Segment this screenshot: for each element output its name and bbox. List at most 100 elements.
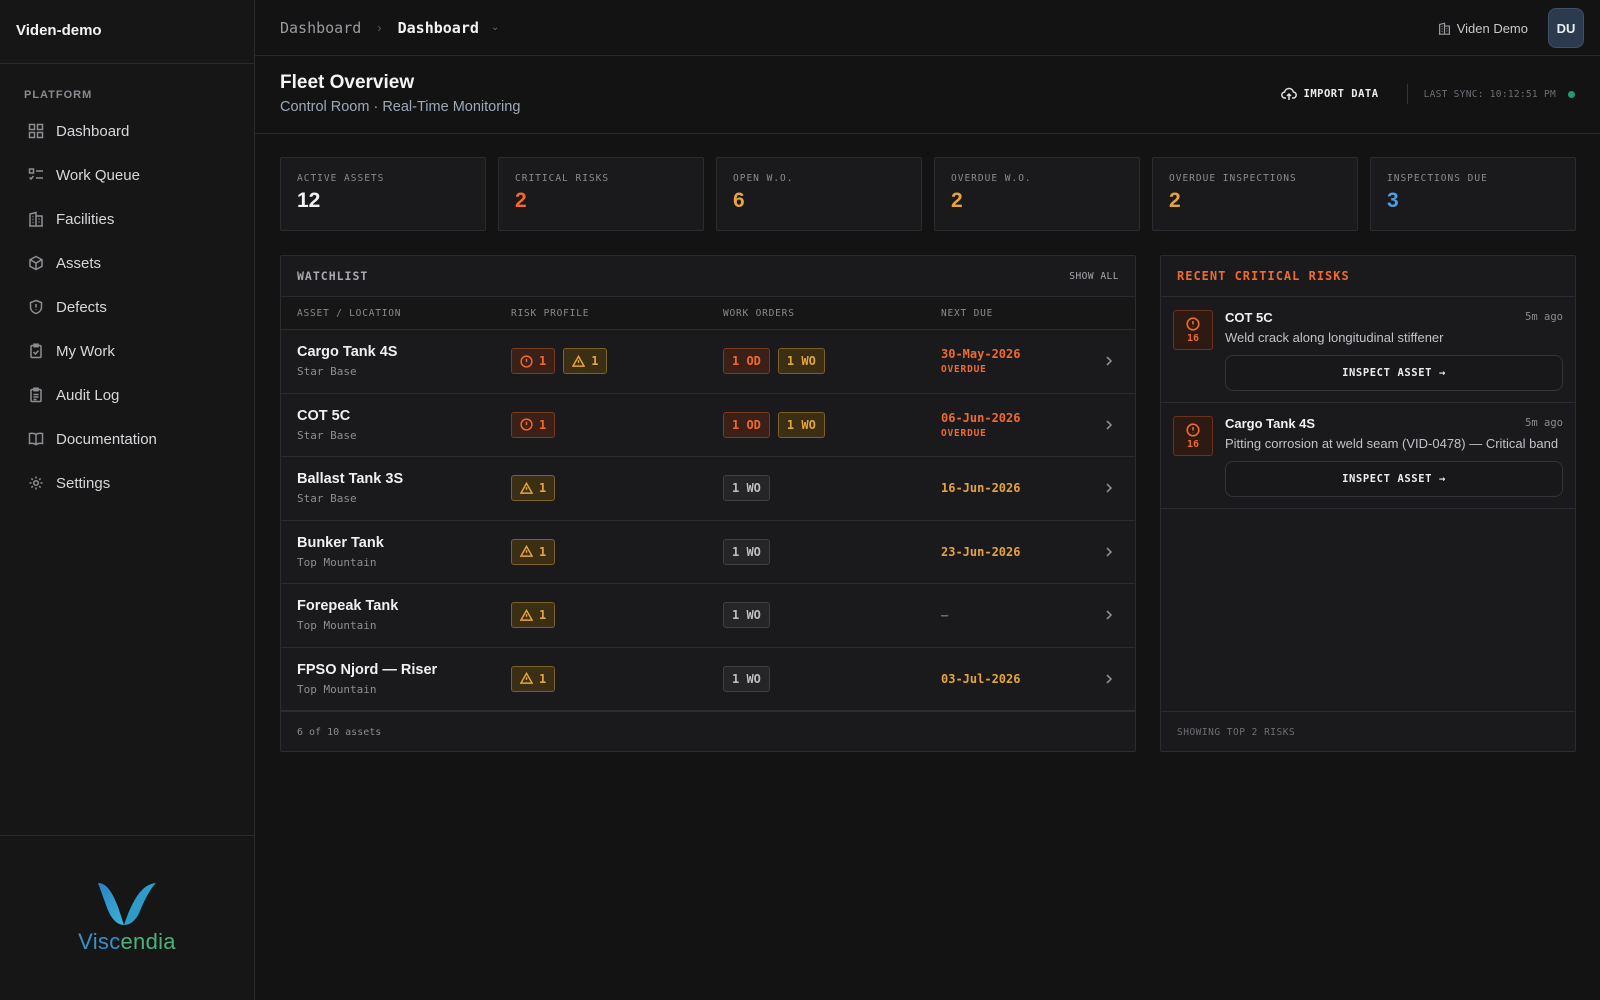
- overdue-wo-badge: 1 OD: [723, 411, 770, 438]
- organization-switcher[interactable]: Viden Demo: [1438, 21, 1528, 36]
- asset-name: Bunker Tank: [297, 534, 384, 551]
- column-header-asset[interactable]: ASSET / LOCATION: [297, 307, 402, 319]
- gear-icon: [29, 476, 43, 490]
- risk-description: Pitting corrosion at weld seam (VID-0478…: [1225, 436, 1559, 451]
- kpi-label: OVERDUE INSPECTIONS: [1169, 173, 1297, 184]
- warning-triangle-icon: [520, 672, 533, 685]
- sidebar-item-label: Dashboard: [56, 122, 130, 140]
- chevron-right-icon[interactable]: [1103, 394, 1115, 457]
- cloud-upload-icon: [1280, 87, 1297, 100]
- asset-location: Top Mountain: [297, 555, 377, 569]
- asset-location: Star Base: [297, 365, 357, 379]
- sidebar-item-dashboard[interactable]: Dashboard: [0, 109, 254, 153]
- work-order-badge: 1 WO: [777, 411, 825, 438]
- chevron-right-icon: ›: [377, 20, 382, 35]
- warning-risk-badge: 1: [563, 348, 608, 375]
- chevron-down-icon[interactable]: ⌄: [490, 22, 500, 33]
- risk-timestamp: 5m ago: [1525, 311, 1563, 323]
- watchlist-title: WATCHLIST: [297, 269, 369, 283]
- show-all-link[interactable]: SHOW ALL: [1069, 270, 1119, 282]
- kpi-cards: ACTIVE ASSETS 12 CRITICAL RISKS 2 OPEN W…: [280, 157, 1576, 231]
- sidebar: Viden-demo PLATFORM Dashboard Work Queue…: [0, 0, 255, 1000]
- breadcrumb-dashboard[interactable]: Dashboard: [280, 18, 362, 37]
- sidebar-item-label: Assets: [56, 254, 102, 272]
- table-row[interactable]: Cargo Tank 4S Star Base 1 1 1 OD 1 WO 30-…: [281, 330, 1135, 394]
- kpi-card-overdue-wo[interactable]: OVERDUE W.O. 2: [934, 157, 1140, 231]
- chevron-right-icon[interactable]: [1103, 584, 1115, 647]
- kpi-card-inspections-due[interactable]: INSPECTIONS DUE 3: [1370, 157, 1576, 231]
- table-row[interactable]: FPSO Njord — Riser Top Mountain 1 1 WO 03…: [281, 648, 1135, 711]
- asset-name: Cargo Tank 4S: [297, 344, 398, 361]
- sync-status-indicator: [1568, 90, 1575, 98]
- sidebar-item-documentation[interactable]: Documentation: [0, 417, 254, 461]
- chevron-right-icon[interactable]: [1103, 521, 1115, 584]
- sidebar-item-assets[interactable]: Assets: [0, 241, 254, 285]
- chevron-right-icon[interactable]: [1103, 648, 1115, 711]
- next-due-date: —: [941, 608, 949, 623]
- asset-name: Forepeak Tank: [297, 598, 399, 615]
- risk-asset-name: Cargo Tank 4S: [1225, 416, 1316, 431]
- sidebar-item-label: Audit Log: [56, 386, 120, 404]
- risks-title: RECENT CRITICAL RISKS: [1161, 256, 1575, 297]
- inspect-asset-button[interactable]: INSPECT ASSET →: [1225, 355, 1563, 391]
- table-row[interactable]: Ballast Tank 3S Star Base 1 1 WO 16-Jun-2…: [281, 457, 1135, 521]
- asset-location: Star Base: [297, 428, 357, 442]
- sidebar-item-work-queue[interactable]: Work Queue: [0, 153, 254, 197]
- column-header-risk[interactable]: RISK PROFILE: [511, 307, 590, 319]
- watchlist-footer: 6 of 10 assets: [281, 711, 1135, 751]
- warning-risk-badge: 1: [511, 665, 556, 692]
- sidebar-item-audit-log[interactable]: Audit Log: [0, 373, 254, 417]
- overdue-wo-badge: 1 OD: [723, 348, 770, 375]
- breadcrumb-current[interactable]: Dashboard: [397, 18, 479, 37]
- work-order-badge: 1 WO: [723, 475, 770, 502]
- sidebar-nav: Dashboard Work Queue Facilities Assets D…: [0, 109, 254, 505]
- last-sync-time: LAST SYNC: 10:12:51 PM: [1423, 88, 1556, 100]
- kpi-card-open-wo[interactable]: OPEN W.O. 6: [716, 157, 922, 231]
- kpi-card-active-assets[interactable]: ACTIVE ASSETS 12: [280, 157, 486, 231]
- risk-score: 16: [1186, 332, 1200, 344]
- book-icon: [28, 432, 44, 446]
- kpi-value: 2: [951, 189, 963, 212]
- sidebar-item-facilities[interactable]: Facilities: [0, 197, 254, 241]
- warning-risk-badge: 1: [511, 475, 556, 502]
- column-header-next-due[interactable]: NEXT DUE: [941, 307, 994, 319]
- warning-triangle-icon: [572, 354, 586, 367]
- next-due-date: 16-Jun-2026: [941, 481, 1021, 496]
- workspace-name[interactable]: Viden-demo: [0, 0, 254, 64]
- kpi-label: OVERDUE W.O.: [951, 173, 1032, 184]
- risk-description: Weld crack along longitudinal stiffener: [1225, 330, 1444, 345]
- kpi-card-overdue-inspections[interactable]: OVERDUE INSPECTIONS 2: [1152, 157, 1358, 231]
- table-row[interactable]: COT 5C Star Base 1 1 OD 1 WO 06-Jun-2026 O…: [281, 394, 1135, 457]
- alert-circle-icon: [1186, 422, 1200, 437]
- next-due-date: 03-Jul-2026: [941, 671, 1021, 686]
- kpi-label: ACTIVE ASSETS: [297, 173, 385, 184]
- sidebar-item-settings[interactable]: Settings: [0, 461, 254, 505]
- next-due-date: 30-May-2026: [941, 347, 1021, 362]
- asset-name: COT 5C: [297, 407, 351, 424]
- asset-location: Star Base: [297, 492, 357, 506]
- chevron-right-icon[interactable]: [1103, 330, 1115, 393]
- work-order-badge: 1 WO: [723, 538, 770, 565]
- inspect-asset-button[interactable]: INSPECT ASSET →: [1225, 461, 1563, 497]
- sidebar-item-defects[interactable]: Defects: [0, 285, 254, 329]
- user-avatar[interactable]: DU: [1548, 8, 1584, 48]
- import-data-button[interactable]: IMPORT DATA: [1280, 86, 1379, 102]
- risk-score-badge: 16: [1173, 416, 1213, 456]
- asset-name: Ballast Tank 3S: [297, 471, 404, 488]
- logo-wordmark: Viscendia: [78, 929, 176, 954]
- table-row[interactable]: Bunker Tank Top Mountain 1 1 WO 23-Jun-20…: [281, 521, 1135, 584]
- warning-risk-badge: 1: [511, 602, 556, 629]
- column-header-work-orders[interactable]: WORK ORDERS: [723, 307, 795, 319]
- kpi-card-critical-risks[interactable]: CRITICAL RISKS 2: [498, 157, 704, 231]
- divider: [1406, 84, 1408, 104]
- risk-item: 16 COT 5C 5m ago Weld crack along longit…: [1161, 297, 1575, 403]
- sidebar-item-my-work[interactable]: My Work: [0, 329, 254, 373]
- work-order-badge: 1 WO: [723, 602, 770, 629]
- next-due-date: 06-Jun-2026: [941, 410, 1021, 425]
- critical-risk-badge: 1: [511, 411, 556, 438]
- sidebar-item-label: Defects: [56, 298, 107, 316]
- sidebar-item-label: Work Queue: [56, 166, 140, 184]
- chevron-right-icon[interactable]: [1103, 457, 1115, 520]
- table-row[interactable]: Forepeak Tank Top Mountain 1 1 WO —: [281, 584, 1135, 648]
- kpi-label: CRITICAL RISKS: [515, 173, 610, 184]
